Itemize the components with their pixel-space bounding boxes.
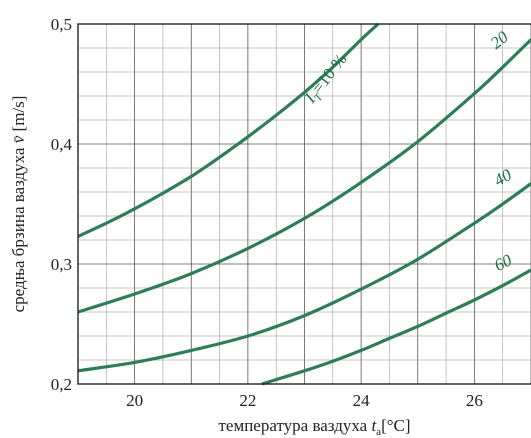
series-line-2 <box>77 182 531 373</box>
tick-labels: 20 22 24 26 0,2 0,3 0,4 0,5 <box>51 15 483 410</box>
series-line-3 <box>261 268 531 386</box>
y-tick-label: 0,2 <box>51 375 72 394</box>
series-label-3: 60 <box>491 250 515 275</box>
series-line-0 <box>77 22 380 238</box>
y-tick-label: 0,5 <box>51 15 72 34</box>
x-tick-label: 22 <box>239 391 256 410</box>
y-tick-label: 0,4 <box>51 135 73 154</box>
x-tick-label: 24 <box>353 391 371 410</box>
grid <box>77 23 531 385</box>
series-label-1: 20 <box>487 27 512 53</box>
plot-frame <box>77 23 531 385</box>
series-line-1 <box>77 38 531 314</box>
y-axis-title: средња брзина ваздуха v̄ [m/s] <box>9 96 28 313</box>
x-tick-label: 20 <box>126 391 143 410</box>
y-tick-label: 0,3 <box>51 255 72 274</box>
series-label-2: 40 <box>491 165 516 190</box>
x-axis-title: температура ваздуха ta[°C] <box>218 416 410 438</box>
x-tick-label: 26 <box>466 391 483 410</box>
series-label-0: IT=10 % <box>300 50 353 109</box>
curves <box>77 22 531 386</box>
